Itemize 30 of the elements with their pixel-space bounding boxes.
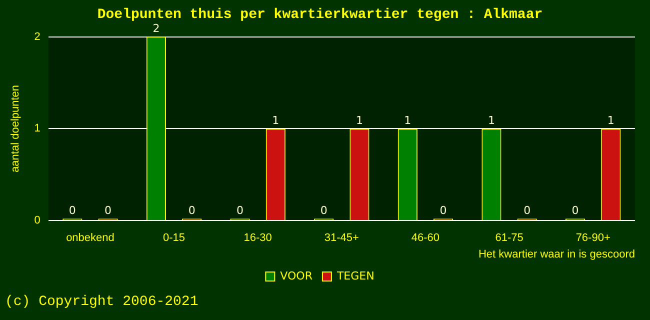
data-label: 2 bbox=[152, 22, 160, 36]
text: (c) Copyright 2006-2021 bbox=[5, 294, 198, 310]
x-tick-label: 0-15 bbox=[163, 232, 186, 244]
chart-title: Doelpunten thuis per kwartierkwartier tegen : Alkmaar bbox=[97, 6, 543, 23]
data-label: 0 bbox=[68, 204, 76, 217]
data-label: 1 bbox=[272, 114, 280, 128]
data-label: 0 bbox=[440, 204, 447, 217]
legend-label: TEGEN bbox=[336, 269, 374, 282]
x-tick-label: 76-90+ bbox=[576, 232, 610, 244]
data-label: 0 bbox=[320, 204, 328, 217]
x-tick-label: 31-45+ bbox=[324, 232, 359, 244]
data-label: 0 bbox=[572, 204, 579, 217]
x-tick-label: onbekend bbox=[66, 232, 114, 244]
y-tick-label: 0 bbox=[34, 214, 40, 227]
data-label: 0 bbox=[236, 204, 244, 217]
y-tick-label: 2 bbox=[34, 30, 40, 43]
data-label: 1 bbox=[607, 114, 614, 128]
legend-label: VOOR bbox=[280, 269, 313, 282]
x-tick-label: 46-60 bbox=[411, 232, 440, 244]
data-label: 1 bbox=[404, 114, 412, 128]
x-tick-label: 61-75 bbox=[495, 232, 524, 244]
data-label: 1 bbox=[488, 114, 495, 128]
y-axis-title: aantal doelpunten bbox=[10, 84, 22, 172]
data-label: 0 bbox=[104, 204, 112, 217]
data-label: 1 bbox=[356, 114, 363, 128]
x-tick-label: 16-30 bbox=[244, 232, 272, 244]
data-label: 0 bbox=[188, 204, 196, 217]
x-axis-title: Het kwartier waar in is gescoord bbox=[478, 248, 635, 260]
y-tick-label: 1 bbox=[34, 122, 40, 135]
data-label: 0 bbox=[524, 204, 531, 217]
